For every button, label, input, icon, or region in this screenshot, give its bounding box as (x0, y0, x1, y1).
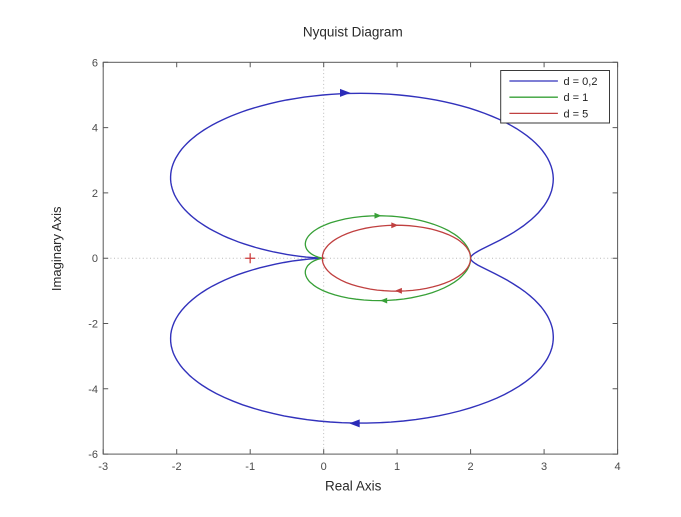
svg-text:3: 3 (541, 461, 547, 473)
svg-text:-2: -2 (172, 461, 182, 473)
svg-text:2: 2 (468, 461, 474, 473)
svg-text:2: 2 (92, 188, 98, 200)
svg-text:d = 5: d = 5 (564, 108, 589, 120)
svg-text:-3: -3 (98, 461, 108, 473)
svg-text:-2: -2 (88, 319, 98, 331)
svg-text:6: 6 (92, 57, 98, 69)
svg-text:d = 1: d = 1 (564, 92, 589, 104)
svg-text:Nyquist Diagram: Nyquist Diagram (303, 25, 403, 40)
svg-text:Imaginary Axis: Imaginary Axis (49, 206, 64, 291)
svg-text:0: 0 (321, 461, 327, 473)
svg-text:Real Axis: Real Axis (325, 479, 382, 494)
svg-text:4: 4 (615, 461, 621, 473)
svg-text:-6: -6 (88, 449, 98, 461)
svg-text:4: 4 (92, 123, 98, 135)
svg-text:d = 0,2: d = 0,2 (564, 76, 598, 88)
svg-text:1: 1 (394, 461, 400, 473)
svg-text:-4: -4 (88, 384, 98, 396)
svg-text:0: 0 (92, 253, 98, 265)
svg-text:-1: -1 (245, 461, 255, 473)
